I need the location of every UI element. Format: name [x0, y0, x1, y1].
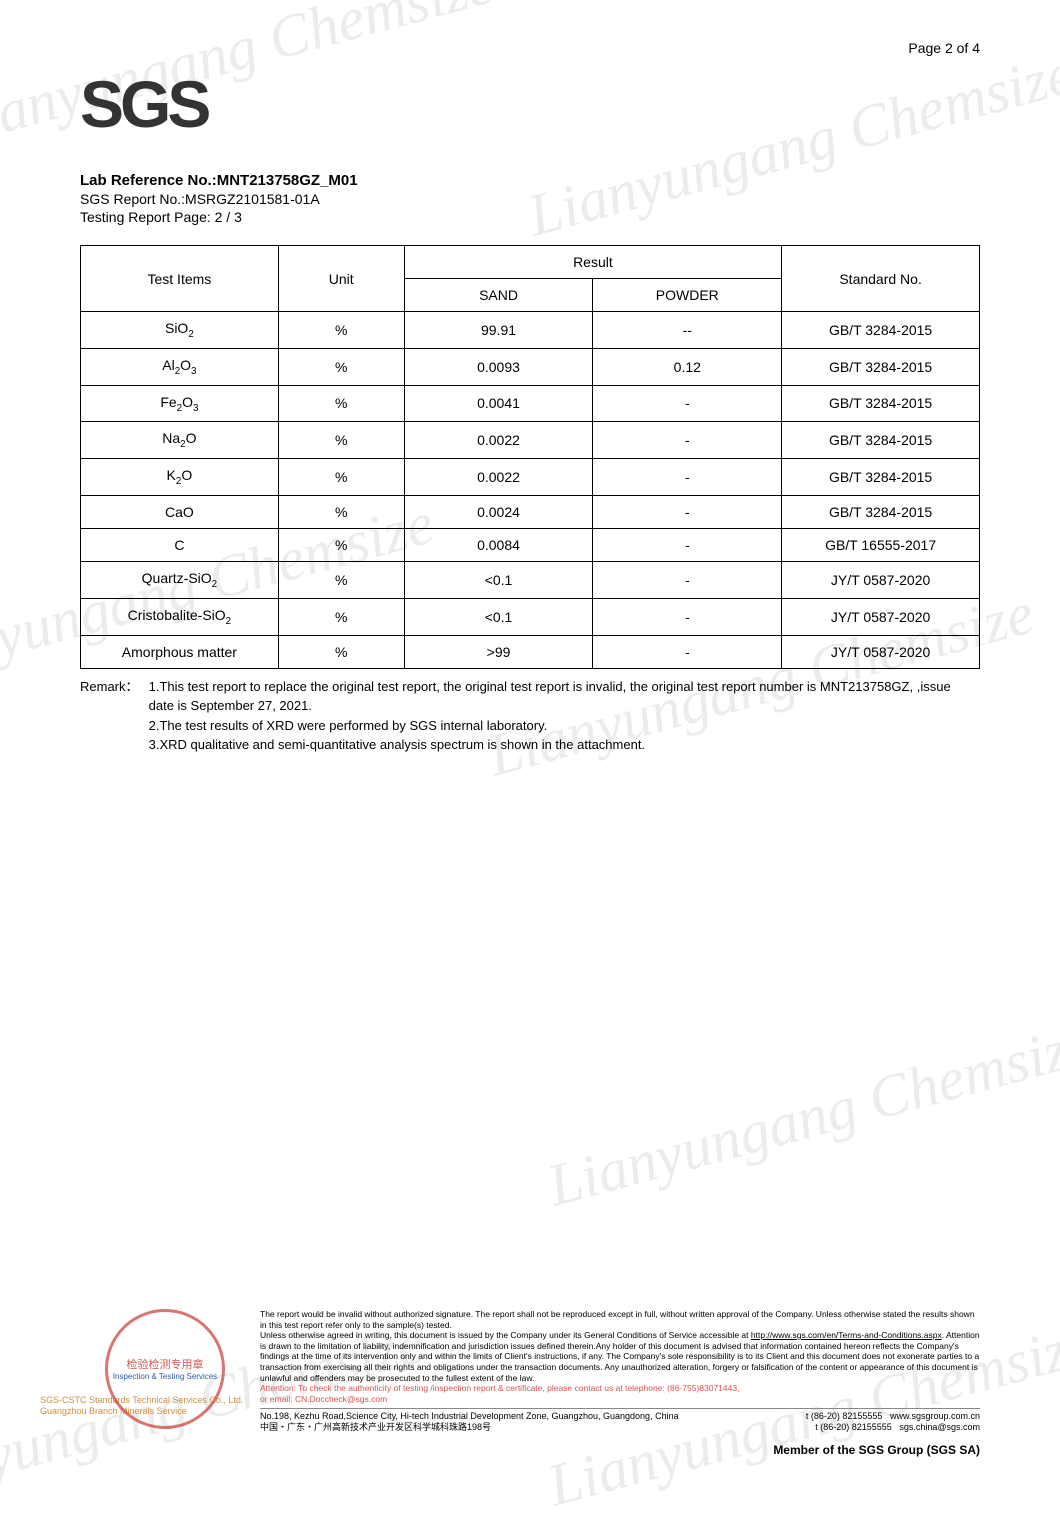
attention-line1: Attention: To check the authenticity of …	[260, 1383, 739, 1393]
cell-item: Amorphous matter	[81, 635, 279, 668]
cell-std: JY/T 0587-2020	[782, 635, 980, 668]
cell-item: SiO2	[81, 312, 279, 349]
cell-unit: %	[278, 459, 404, 496]
table-row: Al2O3%0.00930.12GB/T 3284-2015	[81, 348, 980, 385]
lab-reference: Lab Reference No.:MNT213758GZ_M01	[80, 172, 980, 189]
cell-std: GB/T 16555-2017	[782, 528, 980, 561]
cell-sand: 99.91	[404, 312, 593, 349]
cell-powder: -	[593, 385, 782, 422]
cell-powder: -	[593, 495, 782, 528]
remark-line-1: 1.This test report to replace the origin…	[149, 679, 951, 714]
inspection-seal: 检验检测专用章 Inspection & Testing Services	[105, 1309, 225, 1429]
cell-powder: -	[593, 635, 782, 668]
table-row: Cristobalite-SiO2%<0.1-JY/T 0587-2020	[81, 598, 980, 635]
cell-sand: <0.1	[404, 598, 593, 635]
cell-powder: --	[593, 312, 782, 349]
testing-page: Testing Report Page: 2 / 3	[80, 209, 980, 225]
address-en: No.198, Kezhu Road,Science City, Hi-tech…	[260, 1411, 786, 1422]
cell-std: GB/T 3284-2015	[782, 385, 980, 422]
cell-std: GB/T 3284-2015	[782, 422, 980, 459]
cell-sand: 0.0024	[404, 495, 593, 528]
cell-unit: %	[278, 385, 404, 422]
address-row: No.198, Kezhu Road,Science City, Hi-tech…	[260, 1408, 980, 1434]
cell-sand: <0.1	[404, 561, 593, 598]
cell-powder: -	[593, 528, 782, 561]
cell-sand: 0.0022	[404, 459, 593, 496]
footer: 检验检测专用章 Inspection & Testing Services Th…	[80, 1309, 980, 1457]
website: www.sgsgroup.com.cn	[890, 1411, 980, 1421]
page-number: Page 2 of 4	[80, 40, 980, 56]
table-row: Fe2O3%0.0041-GB/T 3284-2015	[81, 385, 980, 422]
cell-item: Na2O	[81, 422, 279, 459]
cell-std: GB/T 3284-2015	[782, 348, 980, 385]
cell-item: Al2O3	[81, 348, 279, 385]
disclaimer-p1: The report would be invalid without auth…	[260, 1309, 975, 1330]
disclaimer: The report would be invalid without auth…	[260, 1309, 980, 1433]
cell-std: GB/T 3284-2015	[782, 495, 980, 528]
lab-ref-value: MNT213758GZ_M01	[217, 172, 358, 189]
cell-powder: 0.12	[593, 348, 782, 385]
cell-item: Quartz-SiO2	[81, 561, 279, 598]
remark-label: Remark：	[80, 677, 145, 697]
cell-powder: -	[593, 459, 782, 496]
cell-unit: %	[278, 635, 404, 668]
table-row: Amorphous matter%>99-JY/T 0587-2020	[81, 635, 980, 668]
table-row: Quartz-SiO2%<0.1-JY/T 0587-2020	[81, 561, 980, 598]
col-unit: Unit	[278, 246, 404, 312]
results-table: Test Items Unit Result Standard No. SAND…	[80, 245, 980, 669]
cell-powder: -	[593, 561, 782, 598]
tel1: t (86-20) 82155555	[806, 1411, 883, 1421]
col-test-items: Test Items	[81, 246, 279, 312]
col-result: Result	[404, 246, 782, 279]
cell-std: JY/T 0587-2020	[782, 598, 980, 635]
table-row: SiO2%99.91--GB/T 3284-2015	[81, 312, 980, 349]
cell-std: JY/T 0587-2020	[782, 561, 980, 598]
cell-item: C	[81, 528, 279, 561]
cell-sand: >99	[404, 635, 593, 668]
cell-item: K2O	[81, 459, 279, 496]
cell-unit: %	[278, 422, 404, 459]
cell-std: GB/T 3284-2015	[782, 459, 980, 496]
table-row: K2O%0.0022-GB/T 3284-2015	[81, 459, 980, 496]
cell-sand: 0.0084	[404, 528, 593, 561]
address-cn: 中国・广东・广州高新技术产业开发区科学城科珠路198号	[260, 1422, 786, 1433]
col-standard: Standard No.	[782, 246, 980, 312]
attention-line2: or email: CN.Doccheck@sgs.com	[260, 1394, 387, 1404]
member-line: Member of the SGS Group (SGS SA)	[80, 1443, 980, 1457]
contact-email: sgs.china@sgs.com	[899, 1422, 980, 1432]
table-row: CaO%0.0024-GB/T 3284-2015	[81, 495, 980, 528]
cell-unit: %	[278, 495, 404, 528]
cell-powder: -	[593, 422, 782, 459]
cell-unit: %	[278, 598, 404, 635]
remark-line-2: 2.The test results of XRD were performed…	[149, 718, 548, 733]
cell-sand: 0.0041	[404, 385, 593, 422]
cell-powder: -	[593, 598, 782, 635]
remark-block: Remark： 1.This test report to replace th…	[80, 677, 980, 755]
watermark: Lianyungang Chemsize	[541, 1008, 1060, 1220]
table-row: C%0.0084-GB/T 16555-2017	[81, 528, 980, 561]
cell-unit: %	[278, 528, 404, 561]
seal-text-en: Inspection & Testing Services	[113, 1372, 217, 1381]
tel2: t (86-20) 82155555	[815, 1422, 892, 1432]
disclaimer-p2a: Unless otherwise agreed in writing, this…	[260, 1330, 751, 1340]
sgs-logo: SGS	[80, 66, 980, 142]
col-powder: POWDER	[593, 279, 782, 312]
cell-item: CaO	[81, 495, 279, 528]
cell-sand: 0.0022	[404, 422, 593, 459]
lab-ref-label: Lab Reference No.:	[80, 172, 217, 189]
cell-item: Fe2O3	[81, 385, 279, 422]
cell-std: GB/T 3284-2015	[782, 312, 980, 349]
cell-unit: %	[278, 561, 404, 598]
seal-text-cn: 检验检测专用章	[127, 1356, 204, 1372]
cell-item: Cristobalite-SiO2	[81, 598, 279, 635]
table-row: Na2O%0.0022-GB/T 3284-2015	[81, 422, 980, 459]
cell-unit: %	[278, 312, 404, 349]
reference-block: Lab Reference No.:MNT213758GZ_M01 SGS Re…	[80, 172, 980, 225]
remark-line-3: 3.XRD qualitative and semi-quantitative …	[149, 737, 645, 752]
cell-unit: %	[278, 348, 404, 385]
col-sand: SAND	[404, 279, 593, 312]
terms-link[interactable]: http://www.sgs.com/en/Terms-and-Conditio…	[751, 1330, 942, 1340]
sgs-report-no: SGS Report No.:MSRGZ2101581-01A	[80, 191, 980, 207]
cell-sand: 0.0093	[404, 348, 593, 385]
